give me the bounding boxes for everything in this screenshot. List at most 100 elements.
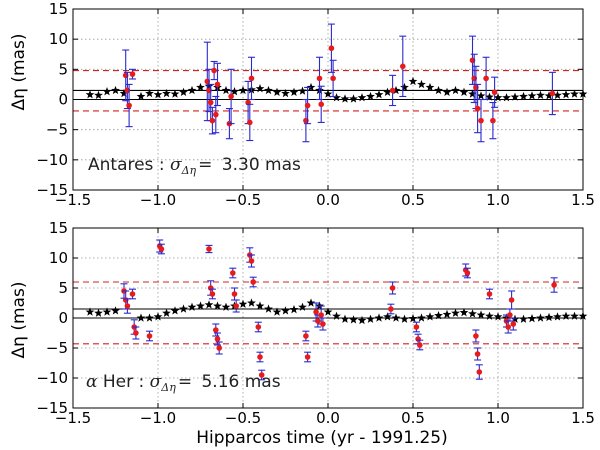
model-star-marker xyxy=(366,91,375,101)
alpha-symbol: α xyxy=(86,372,98,392)
model-star-marker xyxy=(349,94,358,103)
annotation-equals: = xyxy=(198,155,218,175)
data-point xyxy=(214,336,221,342)
data-point xyxy=(124,303,131,309)
model-star-marker xyxy=(451,308,460,317)
model-star-marker xyxy=(94,90,103,99)
axis-ticks xyxy=(72,8,584,191)
panel-antares: −1.5 −1.0 −0.5 0.0 0.5 1.0 1.5 −15−10−5051015 … xyxy=(9,0,595,209)
y-tick-label: 5 xyxy=(58,60,68,78)
data-point xyxy=(129,71,136,77)
model-star-marker xyxy=(536,313,545,322)
model-star-marker xyxy=(187,302,197,311)
model-star-marker xyxy=(391,313,401,322)
data-point xyxy=(318,101,325,108)
sigma-symbol: σ xyxy=(170,155,182,175)
model-star-marker xyxy=(374,90,384,99)
y-tick-label: −5 xyxy=(46,339,68,357)
sigma-symbol: σ xyxy=(150,372,162,392)
data-point xyxy=(214,81,221,88)
data-point xyxy=(551,282,557,288)
annotation-star-name: Her : xyxy=(97,372,149,392)
model-star-marker xyxy=(170,306,180,315)
y-axis-label: Δη (mas) xyxy=(9,34,29,111)
model-star-marker xyxy=(255,84,265,93)
measurement-series xyxy=(122,23,556,143)
data-point xyxy=(146,333,153,339)
y-tick-labels: −15 −10 −5 0 5 10 15 xyxy=(36,219,68,417)
data-point xyxy=(248,258,255,264)
data-point xyxy=(478,117,484,124)
model-star-marker xyxy=(519,314,528,323)
model-star-marker xyxy=(400,314,409,323)
x-tick-label: −1.5 xyxy=(55,191,91,209)
model-star-marker xyxy=(442,87,452,96)
model-star-marker xyxy=(383,87,392,96)
model-star-marker xyxy=(85,90,95,99)
model-star-marker xyxy=(451,85,460,95)
x-tick-label: 1.5 xyxy=(571,191,595,209)
model-star-marker xyxy=(570,89,579,98)
model-star-marker xyxy=(476,310,486,319)
x-tick-label: −0.5 xyxy=(225,409,261,427)
axis-ticks xyxy=(72,227,584,409)
model-star-marker xyxy=(510,92,520,101)
data-point xyxy=(328,45,335,52)
model-star-marker xyxy=(468,309,477,318)
model-star-marker xyxy=(544,312,554,322)
model-star-marker xyxy=(323,307,333,316)
model-star-marker xyxy=(493,312,503,321)
data-point xyxy=(303,333,309,339)
data-point xyxy=(313,309,319,315)
x-tick-labels: −1.5 −1.0 −0.5 0.0 0.5 1.0 1.5 xyxy=(55,191,595,209)
model-star-marker xyxy=(400,82,409,92)
data-point xyxy=(213,111,219,118)
data-point xyxy=(505,324,512,330)
sigma-value: 5.16 mas xyxy=(201,372,280,392)
model-star-marker xyxy=(340,94,350,103)
model-star-marker xyxy=(196,301,205,310)
annotation-prefix: Antares : xyxy=(88,155,170,175)
sigma-subscript: Δη xyxy=(181,164,197,177)
model-star-marker xyxy=(170,89,180,98)
data-point xyxy=(207,99,214,106)
model-star-marker xyxy=(136,91,146,101)
model-star-marker xyxy=(476,91,486,100)
data-point xyxy=(258,372,265,378)
x-tick-labels: −1.5 −1.0 −0.5 0.0 0.5 1.0 1.5 xyxy=(55,409,595,427)
model-series xyxy=(85,298,588,325)
model-star-marker xyxy=(408,314,418,323)
data-point xyxy=(211,67,217,74)
data-point xyxy=(491,89,498,96)
model-star-marker xyxy=(119,88,129,98)
data-point xyxy=(255,324,262,330)
data-point xyxy=(247,119,253,126)
sigma-annotation: Antares : σΔη = 3.30 mas xyxy=(88,155,301,177)
x-tick-label: 0.5 xyxy=(401,409,425,427)
model-star-marker xyxy=(102,307,112,316)
model-star-marker xyxy=(340,314,350,323)
data-point xyxy=(304,102,311,109)
data-point xyxy=(474,105,481,112)
model-star-marker xyxy=(111,306,120,315)
model-star-marker xyxy=(434,311,443,320)
data-point xyxy=(230,270,236,276)
model-star-marker xyxy=(374,313,384,322)
data-point xyxy=(473,333,479,339)
model-star-marker xyxy=(153,312,163,321)
data-point xyxy=(133,330,139,336)
sigma-annotation: α Her : σΔη = 5.16 mas xyxy=(86,372,281,394)
model-star-marker xyxy=(264,304,273,313)
model-star-marker xyxy=(357,315,367,325)
data-point xyxy=(549,90,556,97)
model-star-marker xyxy=(366,314,375,323)
data-point xyxy=(316,75,323,82)
model-star-marker xyxy=(510,314,520,323)
model-star-marker xyxy=(298,86,307,95)
y-tick-label: 10 xyxy=(49,30,68,48)
data-point xyxy=(126,102,132,109)
model-star-marker xyxy=(247,298,256,307)
model-star-marker xyxy=(459,308,469,317)
model-star-marker xyxy=(553,312,562,321)
model-star-marker xyxy=(102,87,112,96)
